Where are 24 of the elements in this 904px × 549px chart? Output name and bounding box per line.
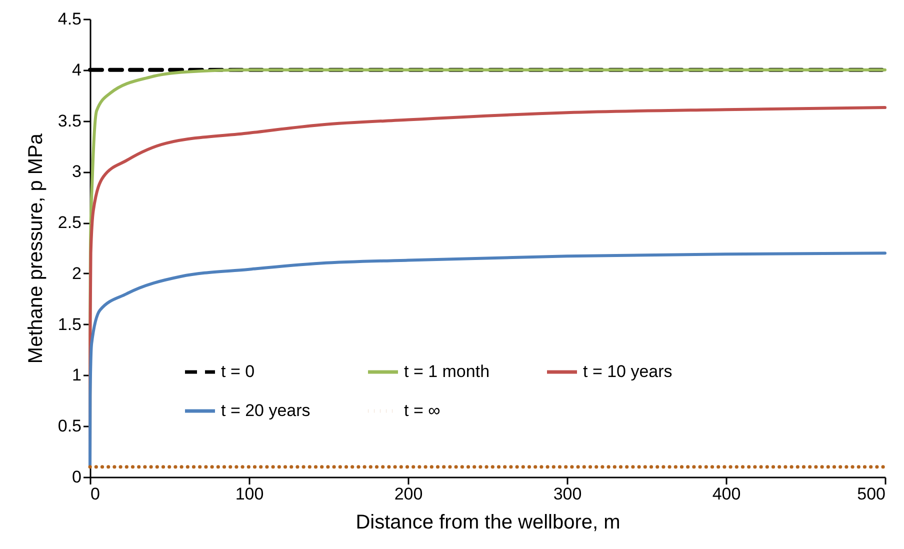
y-tick-label: 2.5 — [58, 213, 82, 232]
y-tick-label: 1 — [72, 366, 82, 385]
y-tick-label: 0.5 — [58, 416, 82, 436]
y-tick-label: 0 — [72, 468, 82, 486]
x-tick-label: 0 — [90, 484, 100, 504]
legend-label: t = 0 — [221, 362, 255, 381]
y-tick-label: 1.5 — [58, 314, 82, 334]
legend-label: t = ∞ — [404, 401, 440, 420]
x-tick-label: 300 — [553, 484, 582, 504]
x-tick-label: 200 — [394, 484, 423, 504]
x-tick-label: 500 — [857, 484, 886, 504]
y-tick-label: 3.5 — [58, 111, 82, 130]
y-tick-label: 4.5 — [58, 10, 82, 28]
legend-label: t = 20 years — [221, 401, 310, 420]
legend-label: t = 1 month — [404, 362, 490, 381]
x-axis-title: Distance from the wellbore, m — [356, 512, 620, 534]
line-series — [88, 252, 886, 468]
y-tick-label: 2 — [72, 264, 82, 283]
legend-label: t = 10 years — [583, 362, 672, 381]
y-axis-title: Methane pressure, p MPa — [24, 132, 47, 364]
x-tick-label: 100 — [235, 484, 264, 504]
x-tick-label: 400 — [712, 484, 741, 504]
y-tick-label: 4 — [72, 60, 82, 80]
y-tick-label: 3 — [72, 162, 82, 182]
